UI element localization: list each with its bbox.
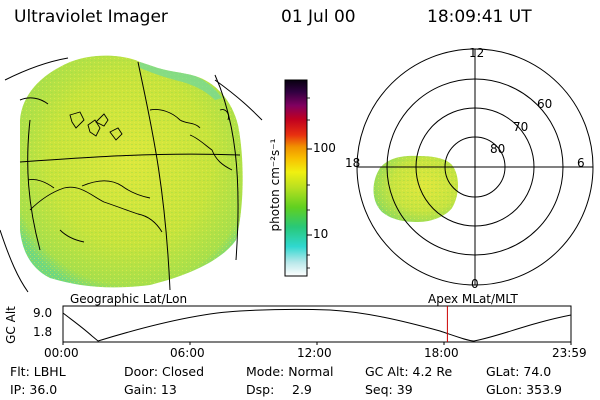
mlt-label-12: 12	[469, 46, 485, 60]
x-axis-ticks	[62, 342, 572, 345]
app-title: Ultraviolet Imager	[14, 7, 168, 27]
colorbar-tick-10: 10	[313, 227, 329, 241]
coastline-outlines	[27, 109, 233, 243]
status-glon: GLon: 353.9	[486, 382, 562, 397]
altitude-xtick: 06:00	[170, 346, 205, 360]
status-filter: Flt: LBHL	[10, 364, 66, 379]
mlt-label-18: 18	[345, 156, 361, 170]
graticule	[0, 57, 263, 293]
colorbar-unit-label: photon cm⁻²s⁻¹	[268, 138, 282, 232]
colorbar-tick-100: 100	[313, 141, 336, 155]
status-dsp-label: Dsp:	[246, 382, 275, 397]
header-date: 01 Jul 00	[281, 7, 356, 27]
altitude-curve	[62, 308, 572, 342]
status-gc-alt: GC Alt: 4.2 Re	[365, 364, 453, 379]
altitude-ylabel: GC Alt	[3, 306, 18, 344]
mlat-label-80: 80	[490, 142, 506, 156]
mlat-label-60: 60	[537, 97, 553, 111]
status-gain: Gain: 13	[124, 382, 177, 397]
mlat-label-70: 70	[513, 120, 529, 134]
status-ip: IP: 36.0	[10, 382, 58, 397]
altitude-xtick: 12:00	[297, 346, 332, 360]
status-mode: Mode: Normal	[246, 364, 334, 379]
altitude-xtick: 23:59	[552, 346, 587, 360]
mlt-label-0: 0	[471, 277, 479, 291]
left-panel-caption: Geographic Lat/Lon	[70, 292, 188, 306]
mlt-label-6: 6	[577, 156, 585, 170]
colorbar	[284, 79, 312, 277]
polar-grid	[356, 48, 594, 286]
altitude-ytick-high: 9.0	[33, 306, 53, 320]
geographic-image-panel	[0, 55, 263, 293]
polar-plot-panel	[356, 48, 594, 286]
header-time: 18:09:41 UT	[427, 7, 532, 27]
status-seq: Seq: 39	[365, 382, 413, 397]
altitude-plot	[62, 305, 572, 345]
altitude-ytick-low: 1.8	[33, 325, 53, 339]
right-panel-caption: Apex MLat/MLT	[428, 292, 518, 306]
altitude-xtick: 18:00	[424, 346, 459, 360]
status-dsp-value: 2.9	[292, 382, 312, 397]
status-door: Door: Closed	[124, 364, 205, 379]
altitude-xtick: 00:00	[44, 346, 79, 360]
status-glat: GLat: 74.0	[486, 364, 552, 379]
